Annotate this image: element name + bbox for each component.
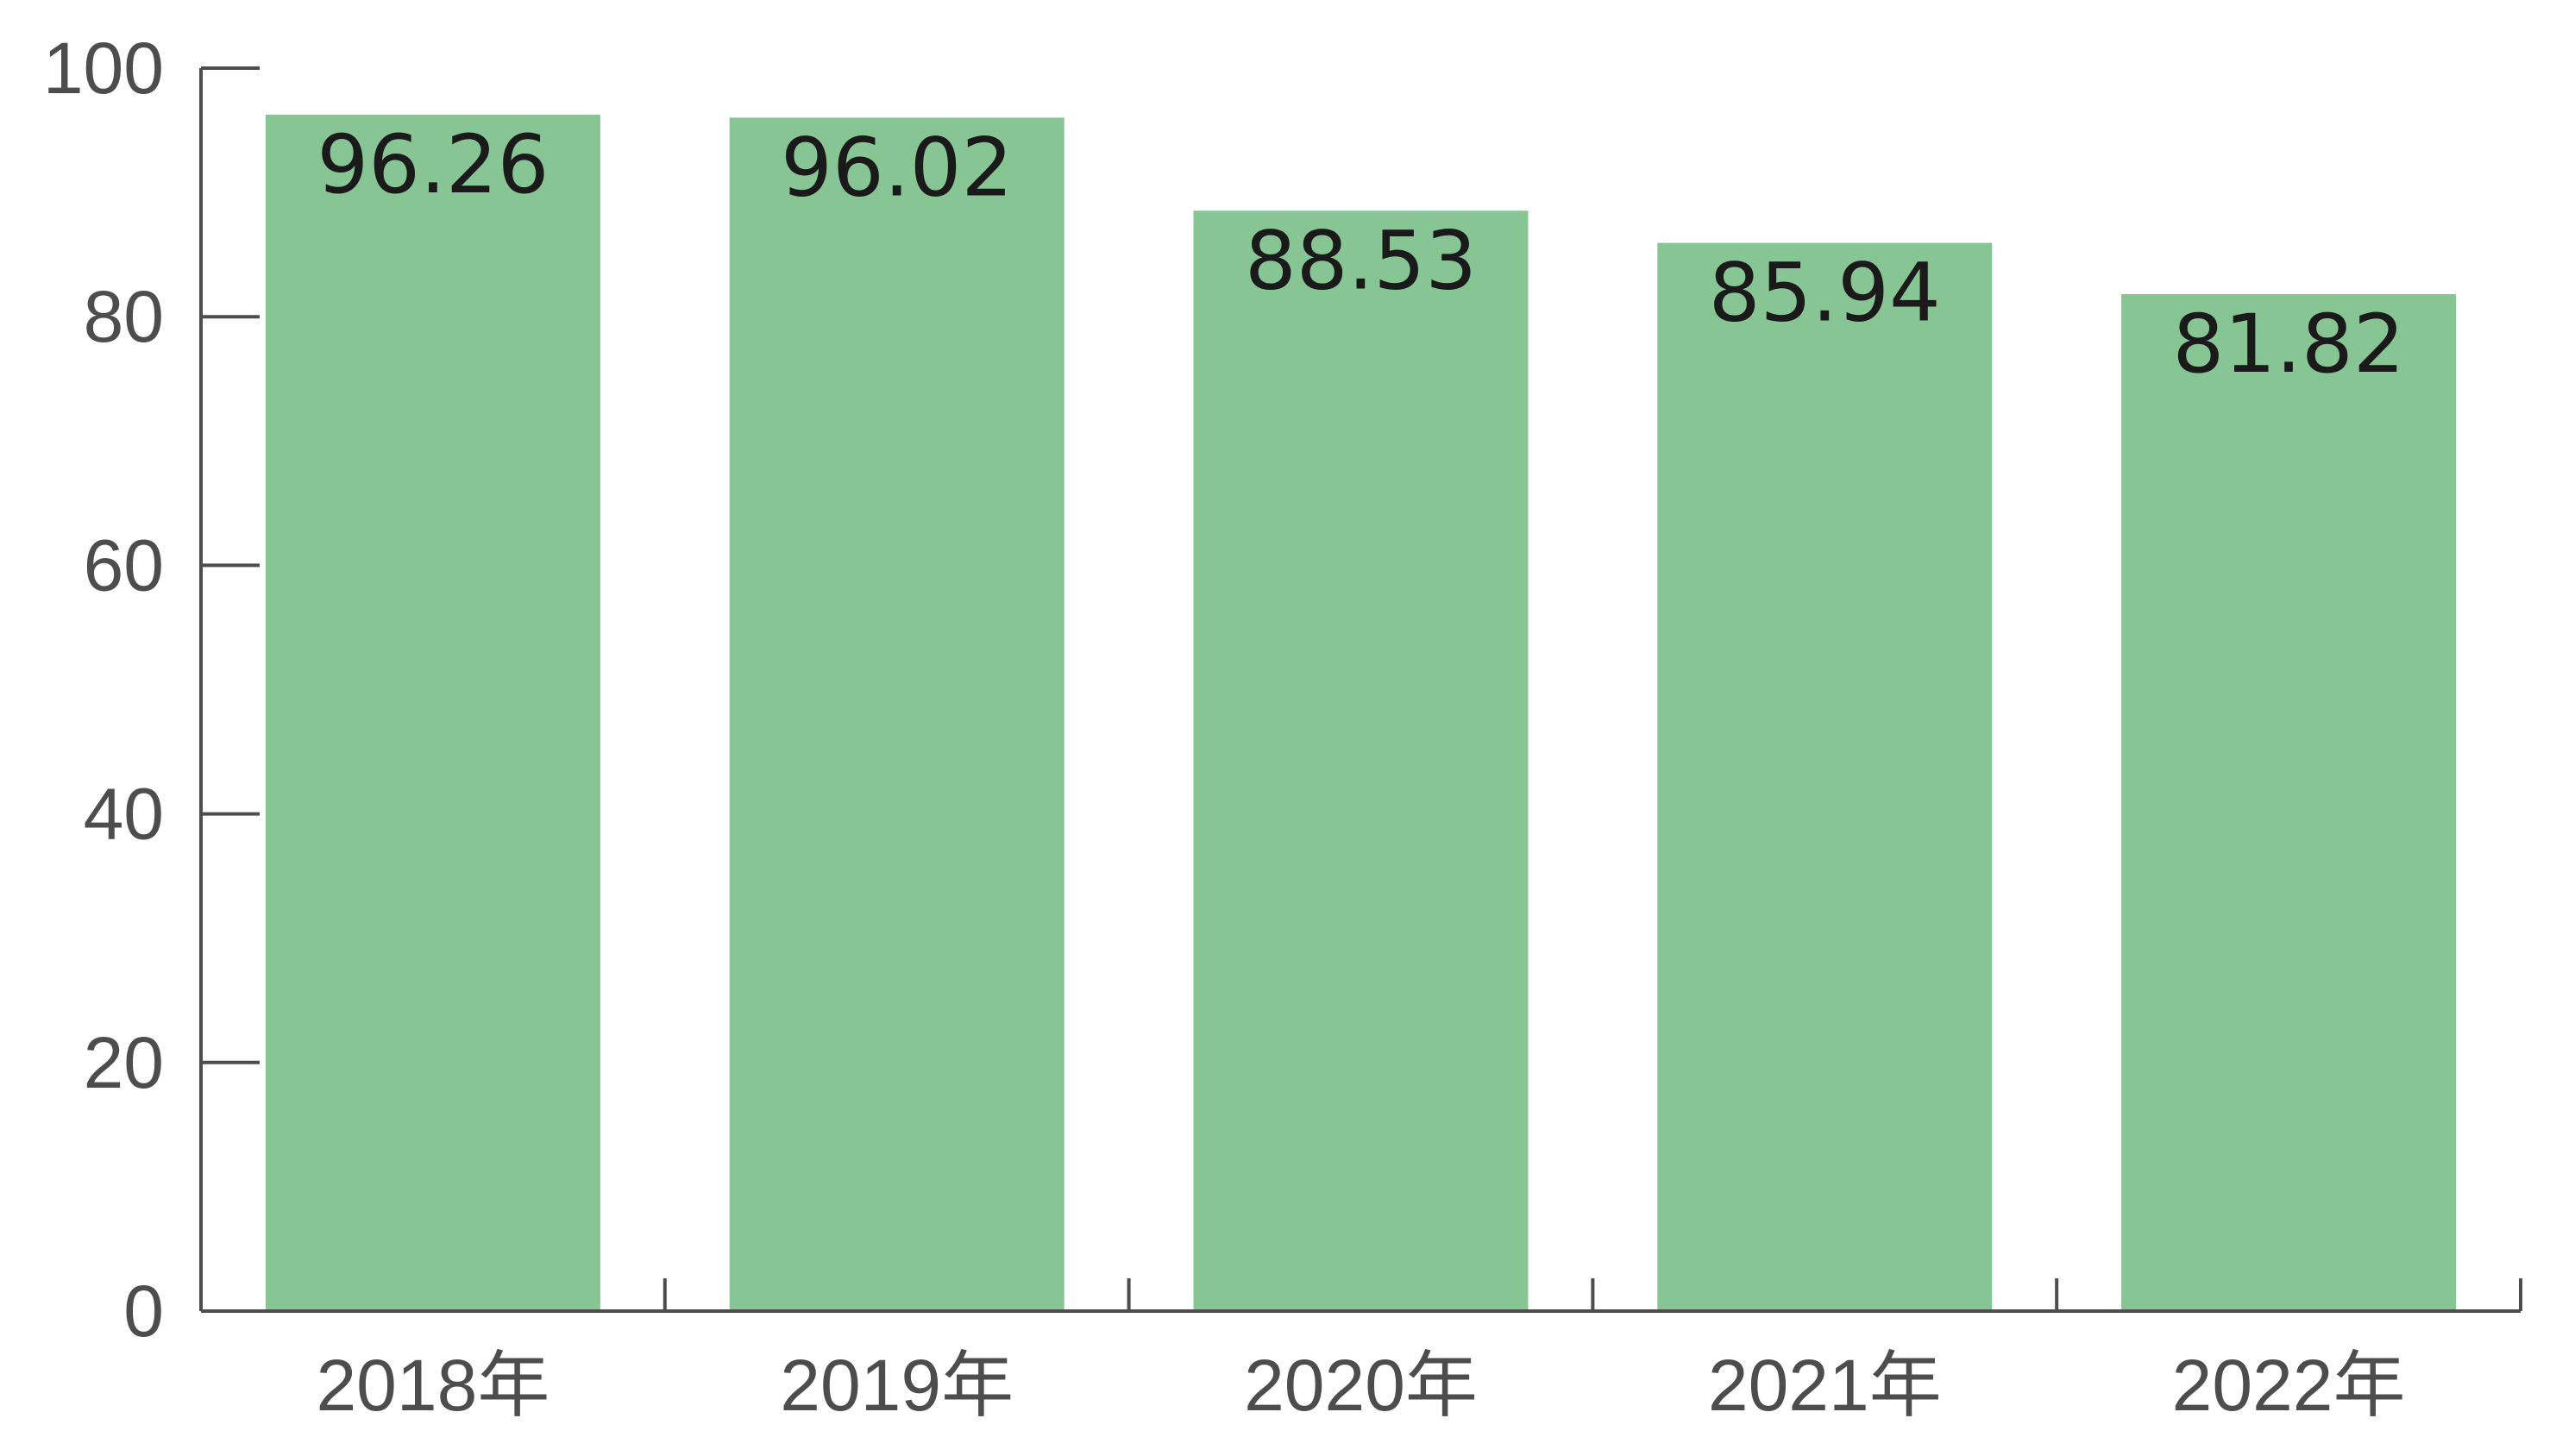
y-tick-label: 80 [84, 276, 164, 357]
y-tick-label: 0 [123, 1271, 164, 1352]
x-category-label: 2021年 [1708, 1345, 1942, 1426]
bar [1193, 210, 1529, 1311]
y-ticks-group: 0 20 40 60 80 100 [43, 28, 260, 1352]
bar [265, 114, 600, 1311]
x-category-label: 2022年 [2172, 1345, 2406, 1426]
axes-group [199, 68, 2521, 1313]
x-category-label: 2020年 [1244, 1345, 1478, 1426]
bar [2121, 293, 2457, 1312]
data-label: 81.82 [2173, 298, 2405, 392]
bars-group [265, 114, 2457, 1312]
data-label: 96.02 [781, 121, 1013, 215]
x-category-label: 2019年 [780, 1345, 1014, 1426]
bar [729, 117, 1064, 1311]
data-label: 88.53 [1245, 214, 1477, 308]
data-label: 85.94 [1709, 247, 1941, 341]
y-tick-label: 60 [84, 524, 164, 606]
data-label: 96.26 [317, 118, 549, 212]
y-tick-label: 40 [84, 774, 164, 855]
y-tick-label: 100 [43, 28, 164, 109]
bar [1657, 242, 1993, 1311]
data-labels-group: 96.26 96.02 88.53 85.94 81.82 [317, 118, 2404, 392]
x-ticks-group: 2018年 2019年 2020年 2021年 2022年 [316, 1278, 2522, 1426]
x-category-label: 2018年 [316, 1345, 550, 1426]
y-tick-label: 20 [84, 1022, 164, 1103]
